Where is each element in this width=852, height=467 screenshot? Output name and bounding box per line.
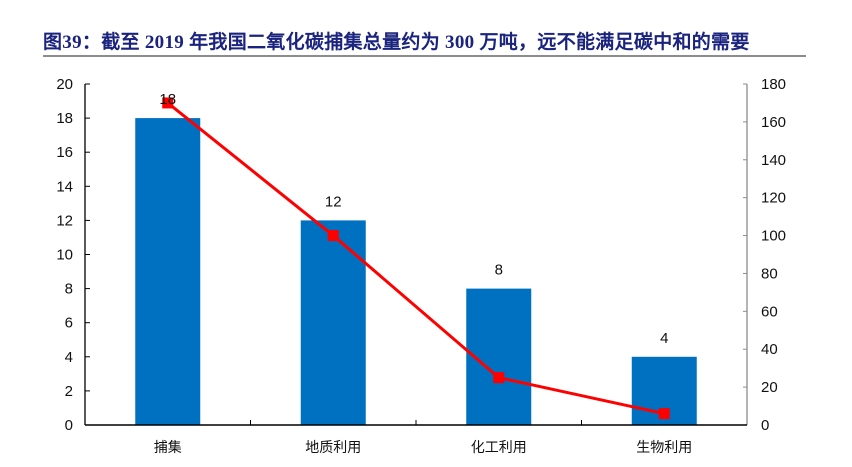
bar-value-label: 12 [325, 193, 342, 210]
left-tick-label: 6 [65, 315, 73, 332]
bar-2 [300, 220, 366, 425]
category-label: 化工利用 [471, 440, 527, 456]
left-tick-label: 8 [65, 281, 73, 298]
bar-3 [466, 288, 532, 425]
right-tick-label: 60 [761, 303, 778, 320]
bar-value-label: 18 [159, 91, 176, 108]
left-tick-label: 12 [56, 212, 73, 229]
category-label: 生物利用 [636, 440, 692, 456]
line-series [162, 97, 670, 420]
bar-value-label: 8 [495, 262, 503, 279]
bar-series [135, 118, 697, 425]
left-tick-label: 0 [65, 417, 73, 434]
right-tick-label: 80 [761, 265, 778, 282]
right-tick-label: 160 [761, 114, 786, 131]
right-tick-label: 100 [761, 228, 786, 245]
bar-value-label: 4 [660, 330, 668, 347]
left-tick-label: 10 [56, 247, 73, 264]
right-tick-label: 120 [761, 190, 786, 207]
right-tick-label: 0 [761, 417, 769, 434]
category-label: 地质利用 [305, 440, 361, 456]
left-tick-label: 18 [56, 110, 73, 127]
bar-1 [135, 118, 201, 425]
line-marker [162, 97, 174, 109]
data-labels: 18 12 8 4 [159, 91, 668, 347]
right-tick-label: 180 [761, 76, 786, 93]
left-tick-label: 16 [56, 144, 73, 161]
line-path [166, 101, 665, 416]
right-tick-label: 20 [761, 379, 778, 396]
line-marker [327, 230, 339, 242]
left-tick-label: 14 [56, 178, 73, 195]
left-tick-label: 2 [65, 383, 73, 400]
left-tick-label: 20 [56, 76, 73, 93]
axes: 0 2 4 6 8 10 12 14 16 18 20 0 20 40 60 80 100 120 140 160 18… [56, 76, 786, 456]
chart-title: 图39：截至 2019 年我国二氧化碳捕集总量约为 300 万吨，远不能满足碳中… [43, 32, 750, 53]
title-underline [43, 55, 806, 57]
right-tick-label: 140 [761, 152, 786, 169]
line-marker [493, 372, 505, 384]
category-label: 捕集 [154, 439, 182, 456]
line-marker [658, 408, 670, 420]
right-tick-label: 40 [761, 341, 778, 358]
left-tick-label: 4 [65, 349, 73, 366]
